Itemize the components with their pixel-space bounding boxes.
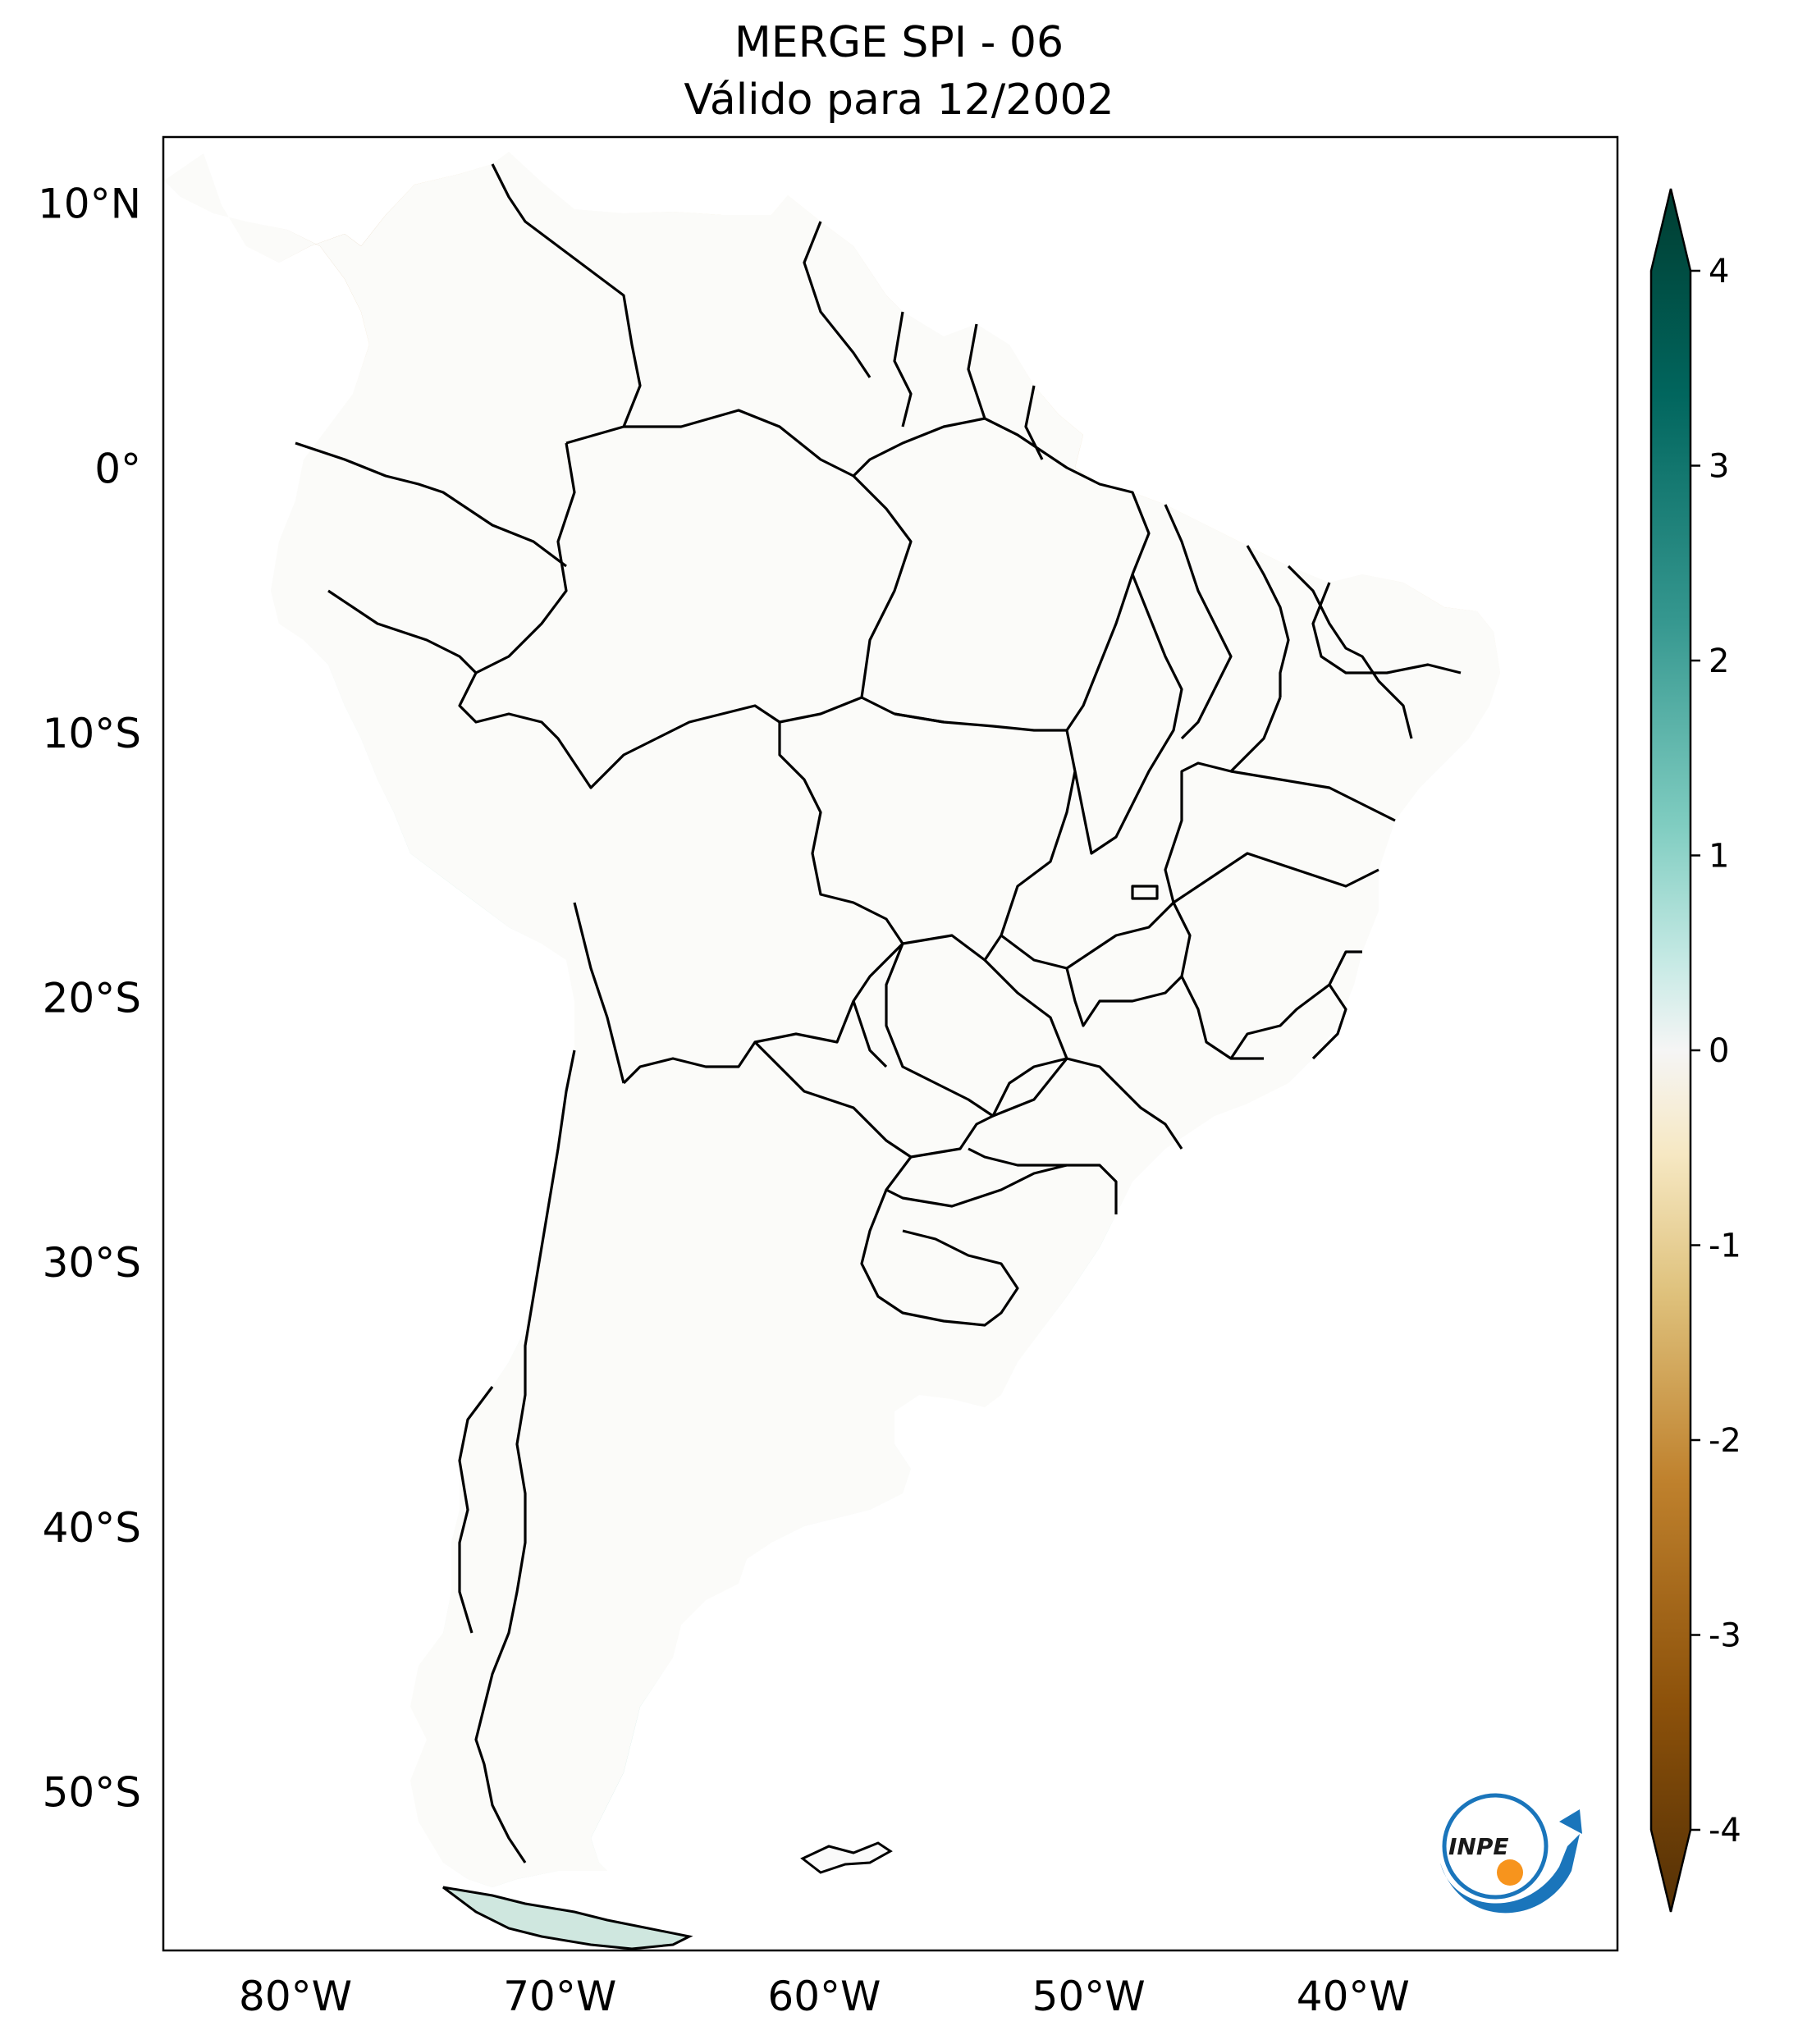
colorbar-tick-label: 4 (1709, 253, 1729, 290)
map-frame (162, 135, 1619, 1952)
longitude-label: 70°W (503, 1973, 616, 2020)
colorbar-tick-label: 3 (1709, 448, 1729, 486)
latitude-label: 10°N (38, 181, 141, 228)
longitude-label: 60°W (767, 1973, 881, 2020)
logo-arrow-icon (1559, 1809, 1582, 1834)
colorbar-scale (1649, 188, 1692, 1913)
map-title: MERGE SPI - 06 (734, 18, 1064, 67)
colorbar-tick-label: -1 (1709, 1228, 1741, 1265)
colorbar-tick-label: -3 (1709, 1617, 1741, 1655)
colorbar-tick-label: 2 (1709, 642, 1729, 680)
latitude-label: 10°S (43, 710, 141, 757)
latitude-label: 0° (94, 445, 141, 492)
colorbar-tick-label: 0 (1709, 1032, 1729, 1070)
colorbar-tick-label: 1 (1709, 838, 1729, 876)
falkland-islands (800, 1841, 893, 1874)
logo-swoosh (1440, 1834, 1580, 1914)
longitude-label: 50°W (1032, 1973, 1146, 2020)
country-state-borders (163, 150, 1502, 1889)
logo-sun-icon (1497, 1859, 1523, 1886)
inpe-logo: INPE (1440, 1793, 1582, 1914)
longitude-label: 80°W (239, 1973, 352, 2020)
latitude-labels: 10°N 0° 10°S 20°S 30°S 40°S 50°S (38, 181, 141, 1817)
tierra-del-fuego (442, 1886, 693, 1950)
longitude-labels: 80°W 70°W 60°W 50°W 40°W (239, 1973, 1410, 2020)
colorbar-tick-label: -2 (1709, 1422, 1741, 1460)
latitude-label: 50°S (43, 1768, 141, 1816)
logo-text: INPE (1448, 1833, 1509, 1860)
latitude-label: 30°S (43, 1239, 141, 1287)
longitude-label: 40°W (1297, 1973, 1410, 2020)
colorbar: 4 3 2 1 0 -1 -2 -3 -4 (1649, 188, 1741, 1913)
map-subtitle: Válido para 12/2002 (684, 75, 1114, 125)
latitude-label: 40°S (43, 1504, 141, 1552)
logo-ring (1442, 1793, 1549, 1900)
latitude-label: 20°S (43, 975, 141, 1022)
colorbar-tick-label: -4 (1709, 1812, 1741, 1850)
